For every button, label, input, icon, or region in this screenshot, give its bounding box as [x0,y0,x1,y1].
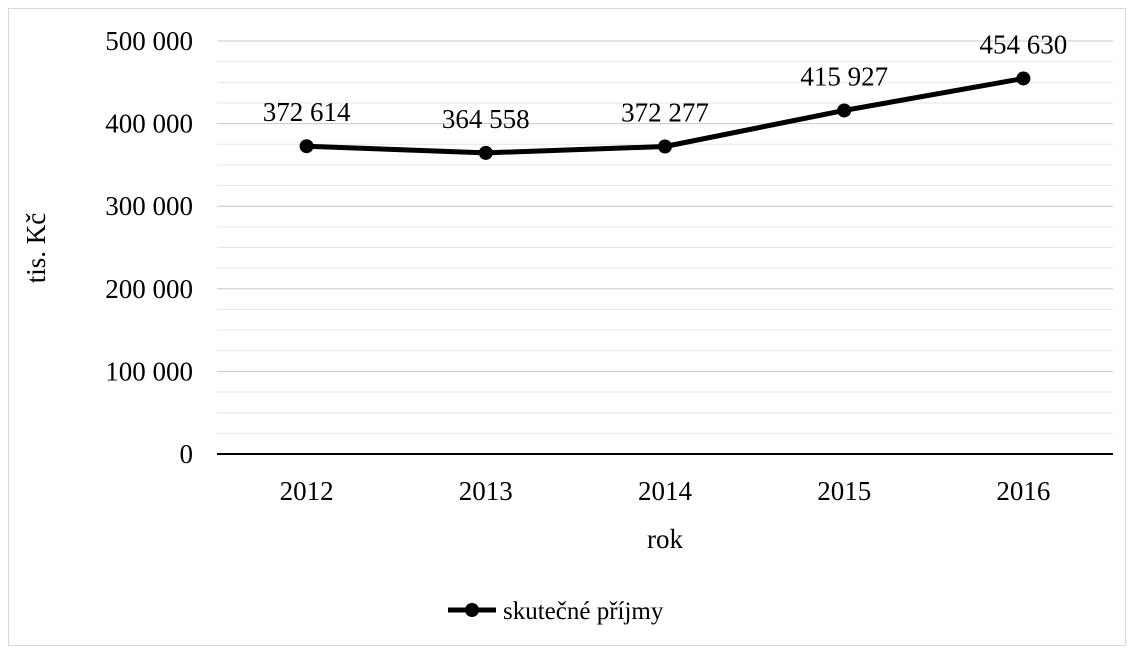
data-label: 372 614 [263,97,351,127]
x-tick-label: 2016 [996,476,1050,506]
legend: skutečné příjmy [448,598,664,625]
y-tick-label: 100 000 [105,356,193,386]
data-point-marker [1016,71,1031,86]
y-axis-title: tis. Kč [21,213,51,284]
legend-marker-swatch [465,603,479,617]
x-tick-label: 2015 [817,476,871,506]
data-label: 372 277 [621,97,709,127]
x-tick-label: 2012 [280,476,334,506]
y-tick-label: 300 000 [105,191,193,221]
data-label: 454 630 [980,29,1068,59]
y-tick-label: 400 000 [105,109,193,139]
x-tick-label: 2013 [459,476,513,506]
gridlines [217,40,1113,434]
data-point-marker [658,139,672,154]
data-point-marker [299,139,314,154]
data-labels: 372 614 364 558 372 277 415 927 454 630 [263,29,1068,133]
legend-label: skutečné příjmy [503,598,664,625]
y-tick-label: 0 [180,439,194,469]
chart-area [8,8,1126,646]
x-axis-title: rok [647,524,683,554]
data-label: 415 927 [800,61,888,91]
data-point-marker [478,145,493,160]
data-label: 364 558 [442,104,530,134]
axes: 0 100 000 200 000 300 000 400 000 500 000 2012… [105,26,1113,506]
y-tick-label: 200 000 [105,274,193,304]
x-tick-label: 2014 [638,476,693,506]
y-tick-label: 500 000 [105,26,193,56]
series-layer [299,71,1031,160]
data-point-marker [837,103,852,118]
